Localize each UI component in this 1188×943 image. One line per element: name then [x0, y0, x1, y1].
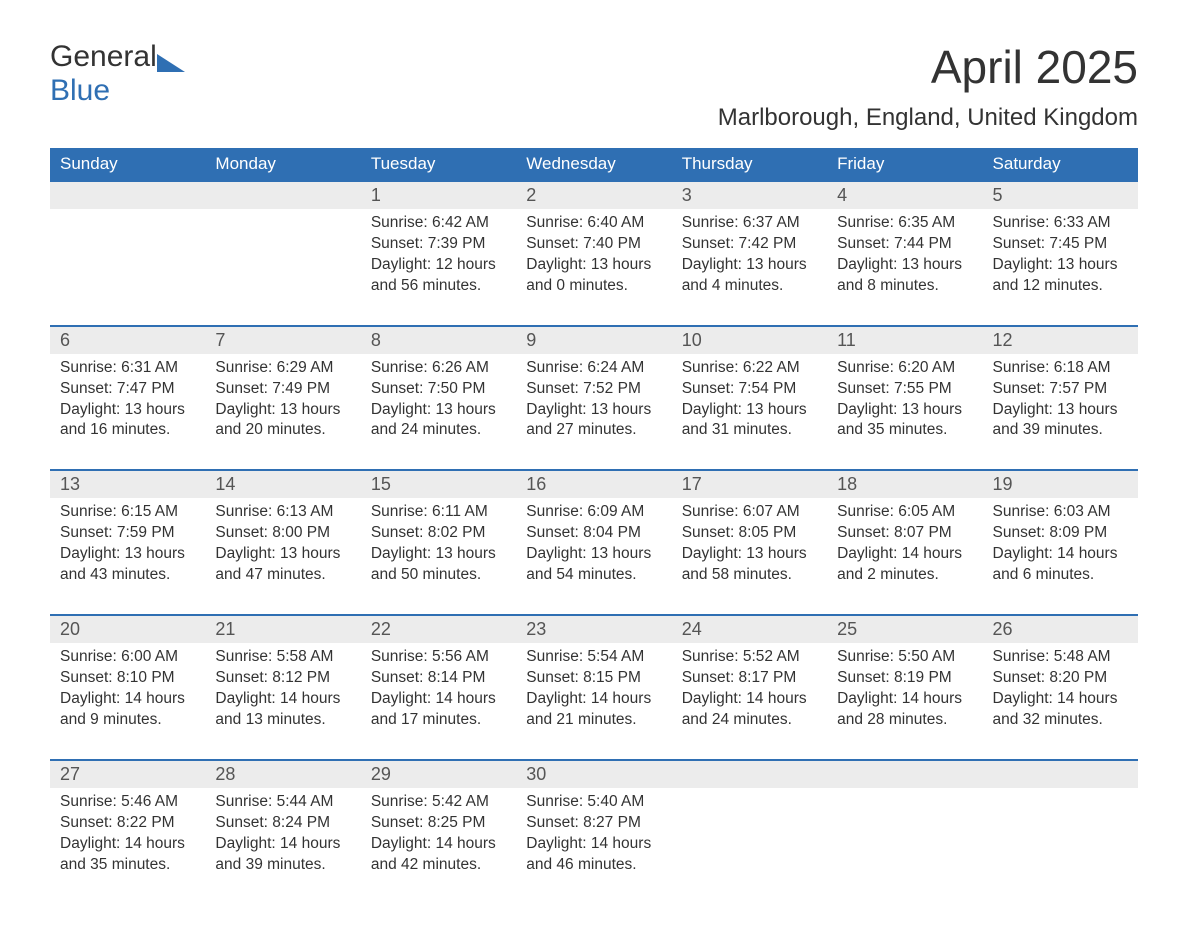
- day-number: 30: [516, 760, 671, 788]
- month-title: April 2025: [718, 40, 1138, 94]
- day-content-row: Sunrise: 6:31 AM Sunset: 7:47 PM Dayligh…: [50, 354, 1138, 471]
- day-number: 20: [50, 615, 205, 643]
- day-cell: Sunrise: 5:54 AM Sunset: 8:15 PM Dayligh…: [516, 643, 671, 760]
- day-number: 25: [827, 615, 982, 643]
- day-number-row: 13141516171819: [50, 470, 1138, 498]
- day-number: 3: [672, 181, 827, 209]
- day-cell: Sunrise: 6:05 AM Sunset: 8:07 PM Dayligh…: [827, 498, 982, 615]
- day-cell: Sunrise: 6:11 AM Sunset: 8:02 PM Dayligh…: [361, 498, 516, 615]
- day-cell: Sunrise: 6:18 AM Sunset: 7:57 PM Dayligh…: [983, 354, 1138, 471]
- day-cell: Sunrise: 6:35 AM Sunset: 7:44 PM Dayligh…: [827, 209, 982, 326]
- day-header: Sunday: [50, 148, 205, 181]
- day-cell: Sunrise: 6:33 AM Sunset: 7:45 PM Dayligh…: [983, 209, 1138, 326]
- day-number: 17: [672, 470, 827, 498]
- day-cell: [50, 209, 205, 326]
- day-number: 11: [827, 326, 982, 354]
- day-cell: [205, 209, 360, 326]
- day-cell: Sunrise: 6:24 AM Sunset: 7:52 PM Dayligh…: [516, 354, 671, 471]
- day-header: Tuesday: [361, 148, 516, 181]
- day-number: 29: [361, 760, 516, 788]
- day-cell: [827, 788, 982, 904]
- day-cell: Sunrise: 6:37 AM Sunset: 7:42 PM Dayligh…: [672, 209, 827, 326]
- day-cell: Sunrise: 6:15 AM Sunset: 7:59 PM Dayligh…: [50, 498, 205, 615]
- day-number: 12: [983, 326, 1138, 354]
- calendar-table: Sunday Monday Tuesday Wednesday Thursday…: [50, 148, 1138, 903]
- day-number: 28: [205, 760, 360, 788]
- day-cell: Sunrise: 5:48 AM Sunset: 8:20 PM Dayligh…: [983, 643, 1138, 760]
- day-cell: [983, 788, 1138, 904]
- day-content-row: Sunrise: 6:00 AM Sunset: 8:10 PM Dayligh…: [50, 643, 1138, 760]
- day-number: [983, 760, 1138, 788]
- day-number: 5: [983, 181, 1138, 209]
- day-cell: Sunrise: 5:56 AM Sunset: 8:14 PM Dayligh…: [361, 643, 516, 760]
- day-cell: Sunrise: 5:42 AM Sunset: 8:25 PM Dayligh…: [361, 788, 516, 904]
- logo-triangle-icon: [157, 52, 185, 72]
- day-number: [205, 181, 360, 209]
- day-content-row: Sunrise: 5:46 AM Sunset: 8:22 PM Dayligh…: [50, 788, 1138, 904]
- day-cell: Sunrise: 6:13 AM Sunset: 8:00 PM Dayligh…: [205, 498, 360, 615]
- day-header: Saturday: [983, 148, 1138, 181]
- day-number-row: 12345: [50, 181, 1138, 209]
- day-number: 4: [827, 181, 982, 209]
- day-cell: [672, 788, 827, 904]
- day-number: 14: [205, 470, 360, 498]
- day-number: 1: [361, 181, 516, 209]
- day-cell: Sunrise: 6:00 AM Sunset: 8:10 PM Dayligh…: [50, 643, 205, 760]
- day-cell: Sunrise: 6:09 AM Sunset: 8:04 PM Dayligh…: [516, 498, 671, 615]
- day-cell: Sunrise: 6:22 AM Sunset: 7:54 PM Dayligh…: [672, 354, 827, 471]
- day-number-row: 6789101112: [50, 326, 1138, 354]
- day-cell: Sunrise: 5:44 AM Sunset: 8:24 PM Dayligh…: [205, 788, 360, 904]
- day-cell: Sunrise: 5:58 AM Sunset: 8:12 PM Dayligh…: [205, 643, 360, 760]
- day-cell: Sunrise: 6:31 AM Sunset: 7:47 PM Dayligh…: [50, 354, 205, 471]
- day-number: 10: [672, 326, 827, 354]
- day-number: 21: [205, 615, 360, 643]
- logo: General Blue: [50, 40, 185, 108]
- day-number: [672, 760, 827, 788]
- day-number: 23: [516, 615, 671, 643]
- day-number: 7: [205, 326, 360, 354]
- day-number: 24: [672, 615, 827, 643]
- day-number: [50, 181, 205, 209]
- day-header: Thursday: [672, 148, 827, 181]
- day-content-row: Sunrise: 6:15 AM Sunset: 7:59 PM Dayligh…: [50, 498, 1138, 615]
- day-number: 22: [361, 615, 516, 643]
- day-cell: Sunrise: 6:29 AM Sunset: 7:49 PM Dayligh…: [205, 354, 360, 471]
- day-number: 19: [983, 470, 1138, 498]
- day-number: 8: [361, 326, 516, 354]
- header: General Blue April 2025 Marlborough, Eng…: [50, 40, 1138, 132]
- day-header: Wednesday: [516, 148, 671, 181]
- day-cell: Sunrise: 6:07 AM Sunset: 8:05 PM Dayligh…: [672, 498, 827, 615]
- day-cell: Sunrise: 6:42 AM Sunset: 7:39 PM Dayligh…: [361, 209, 516, 326]
- day-number: 9: [516, 326, 671, 354]
- day-header: Friday: [827, 148, 982, 181]
- day-number-row: 27282930: [50, 760, 1138, 788]
- day-number: 2: [516, 181, 671, 209]
- logo-word-1: General: [50, 40, 157, 73]
- location: Marlborough, England, United Kingdom: [718, 104, 1138, 132]
- day-number: 13: [50, 470, 205, 498]
- day-number: 27: [50, 760, 205, 788]
- day-number-row: 20212223242526: [50, 615, 1138, 643]
- day-cell: Sunrise: 6:03 AM Sunset: 8:09 PM Dayligh…: [983, 498, 1138, 615]
- day-header-row: Sunday Monday Tuesday Wednesday Thursday…: [50, 148, 1138, 181]
- title-block: April 2025 Marlborough, England, United …: [718, 40, 1138, 132]
- day-cell: Sunrise: 5:46 AM Sunset: 8:22 PM Dayligh…: [50, 788, 205, 904]
- day-number: 6: [50, 326, 205, 354]
- day-number: 26: [983, 615, 1138, 643]
- day-cell: Sunrise: 5:40 AM Sunset: 8:27 PM Dayligh…: [516, 788, 671, 904]
- day-number: 16: [516, 470, 671, 498]
- day-cell: Sunrise: 5:52 AM Sunset: 8:17 PM Dayligh…: [672, 643, 827, 760]
- day-number: [827, 760, 982, 788]
- day-cell: Sunrise: 6:26 AM Sunset: 7:50 PM Dayligh…: [361, 354, 516, 471]
- day-number: 15: [361, 470, 516, 498]
- day-content-row: Sunrise: 6:42 AM Sunset: 7:39 PM Dayligh…: [50, 209, 1138, 326]
- day-cell: Sunrise: 6:40 AM Sunset: 7:40 PM Dayligh…: [516, 209, 671, 326]
- day-cell: Sunrise: 6:20 AM Sunset: 7:55 PM Dayligh…: [827, 354, 982, 471]
- day-number: 18: [827, 470, 982, 498]
- day-header: Monday: [205, 148, 360, 181]
- day-cell: Sunrise: 5:50 AM Sunset: 8:19 PM Dayligh…: [827, 643, 982, 760]
- logo-word-2: Blue: [50, 74, 110, 107]
